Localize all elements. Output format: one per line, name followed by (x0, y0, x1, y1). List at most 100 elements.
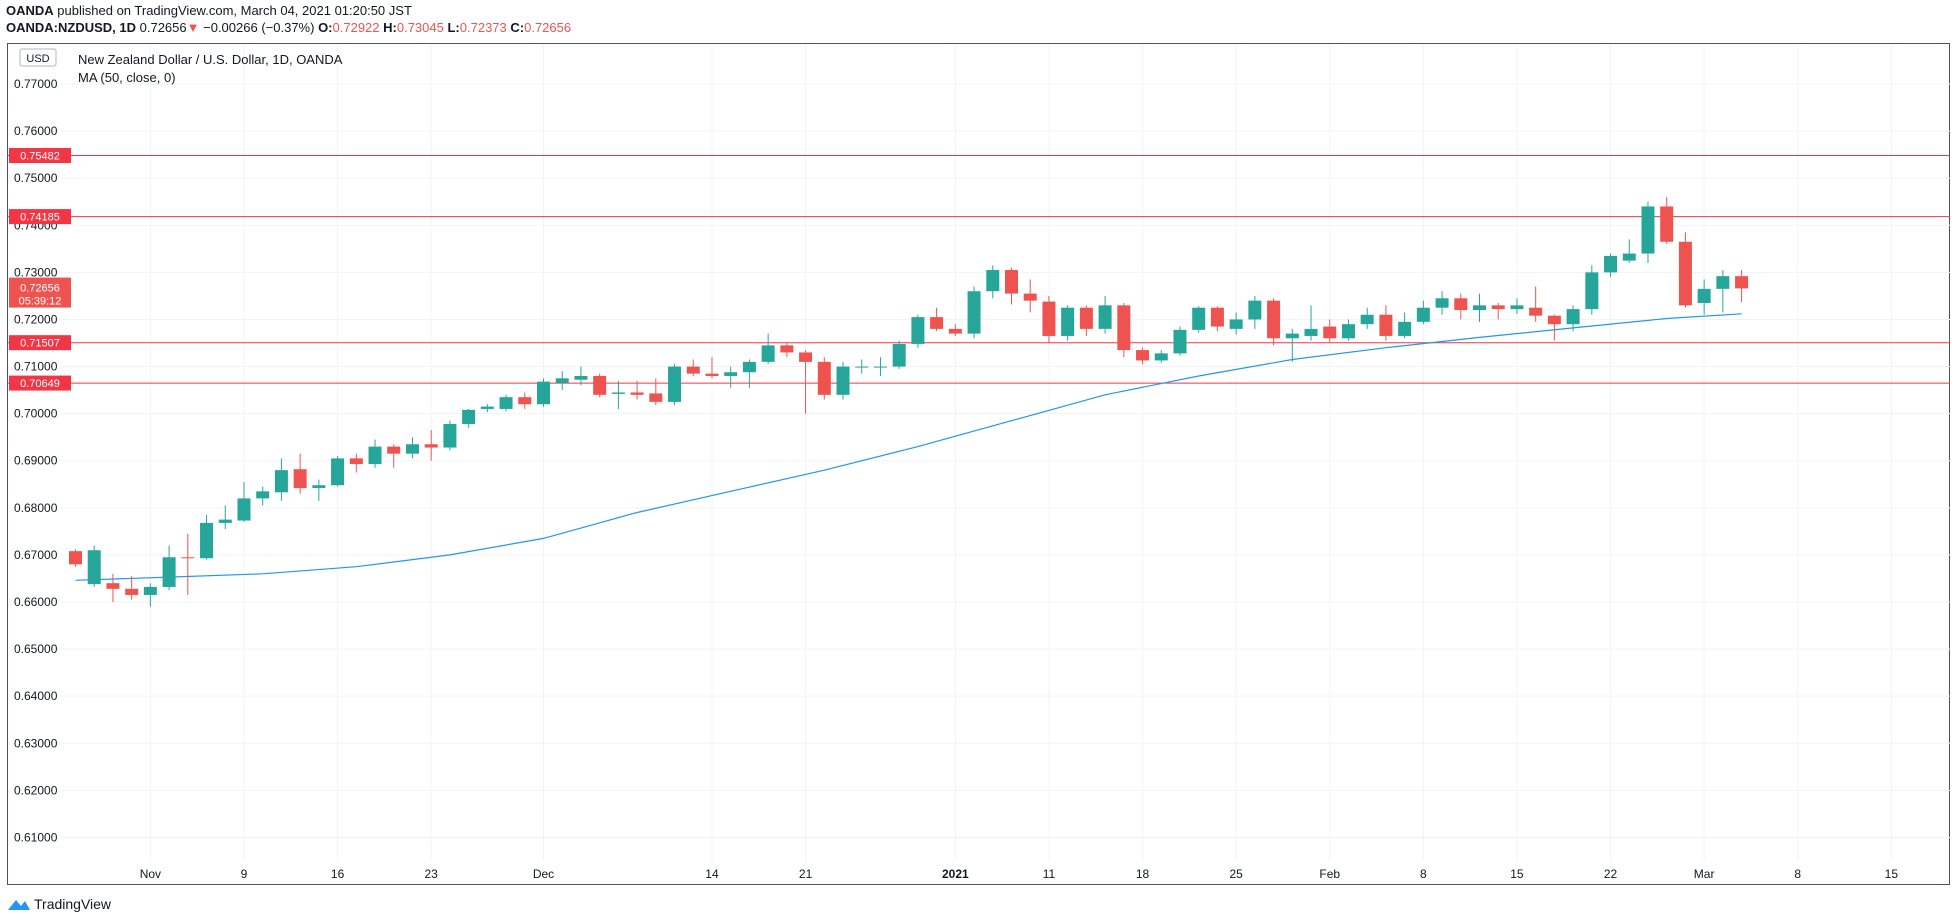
candle (1697, 279, 1711, 315)
y-tick-label: 0.76000 (14, 124, 58, 138)
high-value: 0.73045 (396, 20, 444, 35)
candle-body (1510, 305, 1524, 310)
footer: TradingView (8, 896, 111, 912)
candle-body (1285, 333, 1299, 339)
candle-body (1735, 276, 1749, 289)
candle (1061, 305, 1075, 341)
candle (1079, 305, 1093, 336)
down-arrow-icon: ▼ (186, 20, 200, 35)
candle-body (1061, 307, 1075, 336)
candle-body (930, 317, 944, 329)
candle-body (555, 378, 569, 384)
candle (1660, 197, 1674, 245)
y-tick-label: 0.61000 (14, 830, 58, 844)
candle (555, 371, 569, 391)
candle (331, 456, 345, 487)
last-price-label: 0.72656 (20, 283, 60, 295)
candle-body (405, 444, 419, 454)
candle (125, 576, 139, 600)
candle-body (1229, 319, 1243, 329)
candle-body (780, 345, 794, 353)
candle-body (799, 352, 813, 362)
candle-body (200, 522, 214, 559)
candle (143, 583, 157, 607)
candle (1248, 295, 1262, 329)
candle-body (125, 588, 139, 595)
candle-body (1416, 307, 1430, 322)
candle (424, 430, 438, 461)
candle-body (1210, 307, 1224, 327)
y-tick-label: 0.65000 (14, 642, 58, 656)
candle (462, 408, 476, 428)
chart-frame[interactable] (7, 43, 1950, 885)
candle-body (593, 375, 607, 395)
candle (87, 545, 101, 587)
candle-body (106, 583, 120, 589)
currency-badge-text: USD (26, 53, 49, 65)
candle (892, 340, 906, 369)
candle-body (1042, 301, 1056, 336)
candle (218, 505, 232, 530)
candle-body (368, 446, 382, 465)
x-tick-label: 15 (1885, 867, 1899, 881)
candle-body (462, 409, 476, 425)
candle (873, 357, 887, 376)
candle (349, 453, 363, 473)
candle (312, 479, 326, 501)
footer-brand[interactable]: TradingView (34, 896, 112, 912)
candle-body (143, 586, 157, 595)
level-price-tag (9, 148, 71, 164)
level-price-label: 0.74185 (20, 212, 60, 224)
candle (106, 573, 120, 603)
candle-body (162, 557, 176, 587)
candle (1491, 302, 1505, 320)
x-tick-label: 2021 (942, 867, 969, 881)
x-tick-label: 22 (1604, 867, 1618, 881)
candle-body (349, 458, 363, 465)
candle-body (1566, 309, 1580, 325)
candle-body (256, 491, 270, 499)
indicator-legend[interactable]: MA (50, close, 0) (78, 70, 176, 85)
candle-body (274, 470, 288, 493)
candle (911, 314, 925, 348)
candle (1641, 201, 1655, 263)
y-tick-label: 0.64000 (14, 689, 58, 703)
candle-body (87, 550, 101, 585)
candle-body (293, 469, 307, 489)
close-value: 0.72656 (524, 20, 572, 35)
candle-body (1547, 315, 1561, 325)
y-tick-label: 0.67000 (14, 548, 58, 562)
publisher-name[interactable]: OANDA (6, 3, 54, 18)
candle-body (1360, 314, 1374, 325)
candle-body (1604, 255, 1618, 273)
candle-body (443, 424, 457, 448)
candle-body (1398, 321, 1412, 336)
candle (1379, 305, 1393, 341)
candle (293, 453, 307, 494)
candle-body (1173, 329, 1187, 354)
price-tags: 0.75482 0.74185 0.71507 0.70649 0.7265605:39… (9, 148, 71, 391)
x-tick-label: 9 (241, 867, 248, 881)
candle (69, 549, 82, 567)
candle (200, 514, 214, 560)
candle (630, 380, 644, 400)
candle (705, 357, 719, 379)
candle-body (761, 345, 775, 362)
x-tick-label: Mar (1694, 867, 1715, 881)
chart-grid (60, 44, 1950, 861)
candle-body (686, 366, 700, 374)
y-tick-label: 0.77000 (14, 77, 58, 91)
candle-body (967, 291, 981, 334)
candle-body (424, 444, 438, 448)
candle (1566, 305, 1580, 332)
level-price-label: 0.70649 (20, 378, 60, 390)
candle (1136, 347, 1150, 365)
candle (181, 533, 195, 595)
candle-body (1267, 300, 1281, 339)
candle (1360, 307, 1374, 329)
moving-average (75, 313, 1742, 581)
candle-body (705, 373, 719, 376)
candle (761, 333, 775, 365)
candle (1735, 270, 1749, 303)
